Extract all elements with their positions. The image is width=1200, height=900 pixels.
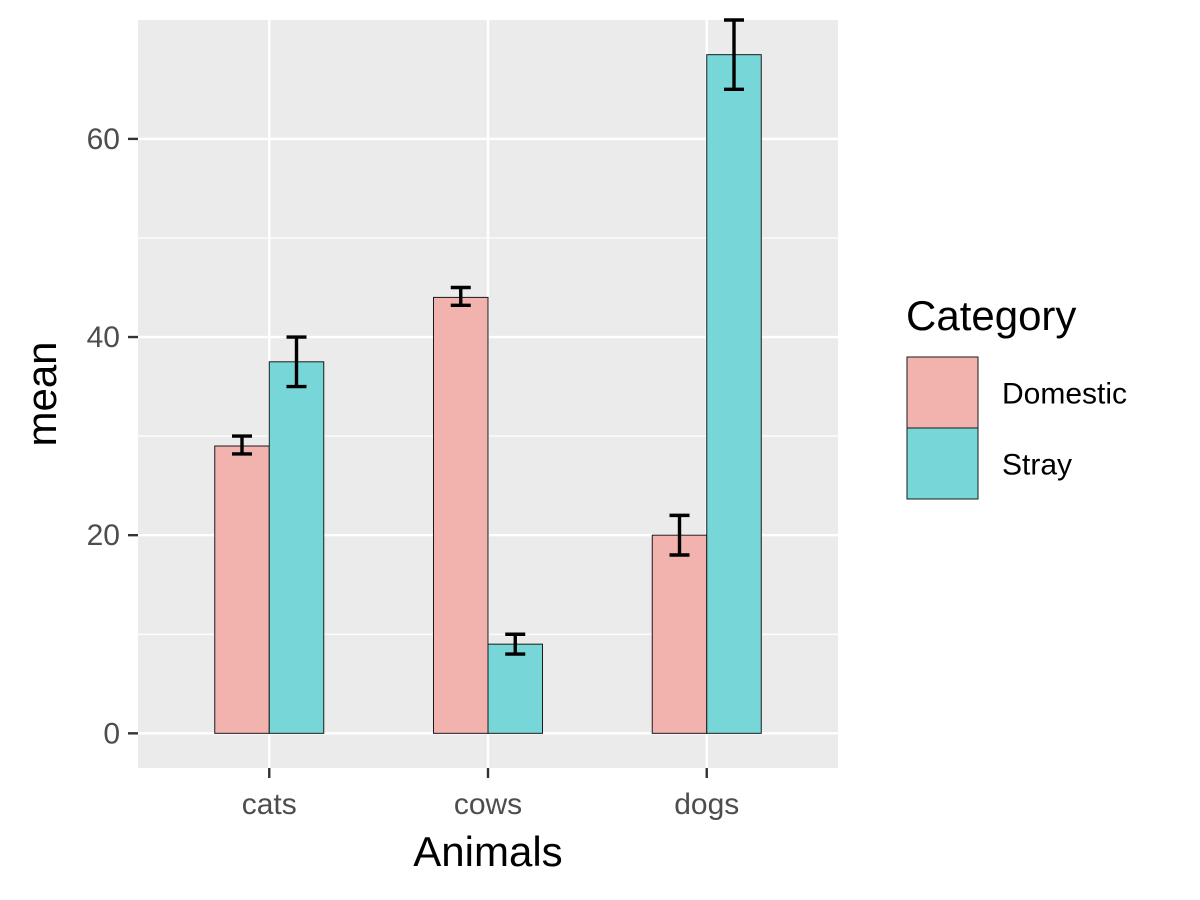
legend-key-stray <box>906 427 979 500</box>
error-bar-stray-dogs <box>724 18 744 92</box>
bar-domestic-cows <box>433 296 489 734</box>
y-tick-label: 40 <box>87 321 120 354</box>
x-axis-title: Animals <box>413 828 562 875</box>
legend-items: Domestic Stray <box>906 356 1127 500</box>
bar-domestic-dogs <box>651 534 708 734</box>
x-tick-label: cows <box>454 788 522 821</box>
error-bar-domestic-cows <box>450 285 471 308</box>
legend-label-domestic: Domestic <box>1002 378 1127 411</box>
bar-stray-cats <box>268 361 325 734</box>
legend: Category Domestic Stray <box>906 292 1127 500</box>
error-bar-domestic-dogs <box>669 513 690 557</box>
bar-domestic-cats <box>214 445 270 734</box>
legend-item-stray: Stray <box>906 427 1072 500</box>
error-bar-stray-cats <box>286 335 307 389</box>
bar-stray-dogs <box>706 54 762 734</box>
legend-label-stray: Stray <box>1002 449 1072 482</box>
bars <box>214 54 762 734</box>
x-tick-label: dogs <box>674 788 739 821</box>
error-bar-domestic-cats <box>232 434 252 456</box>
error-bar-stray-cows <box>505 632 526 656</box>
y-axis: 0 20 40 60 <box>87 123 138 750</box>
y-tick-label: 20 <box>87 519 120 552</box>
legend-key-domestic <box>906 356 979 429</box>
legend-item-domestic: Domestic <box>906 356 1127 429</box>
y-tick-label: 0 <box>103 717 120 750</box>
legend-title: Category <box>906 292 1076 339</box>
y-tick-label: 60 <box>87 123 120 156</box>
x-axis: cats cows dogs <box>242 768 739 821</box>
bar-stray-cows <box>487 643 543 734</box>
error-bars <box>232 18 744 656</box>
x-tick-label: cats <box>242 788 297 821</box>
y-axis-title: mean <box>18 341 65 446</box>
